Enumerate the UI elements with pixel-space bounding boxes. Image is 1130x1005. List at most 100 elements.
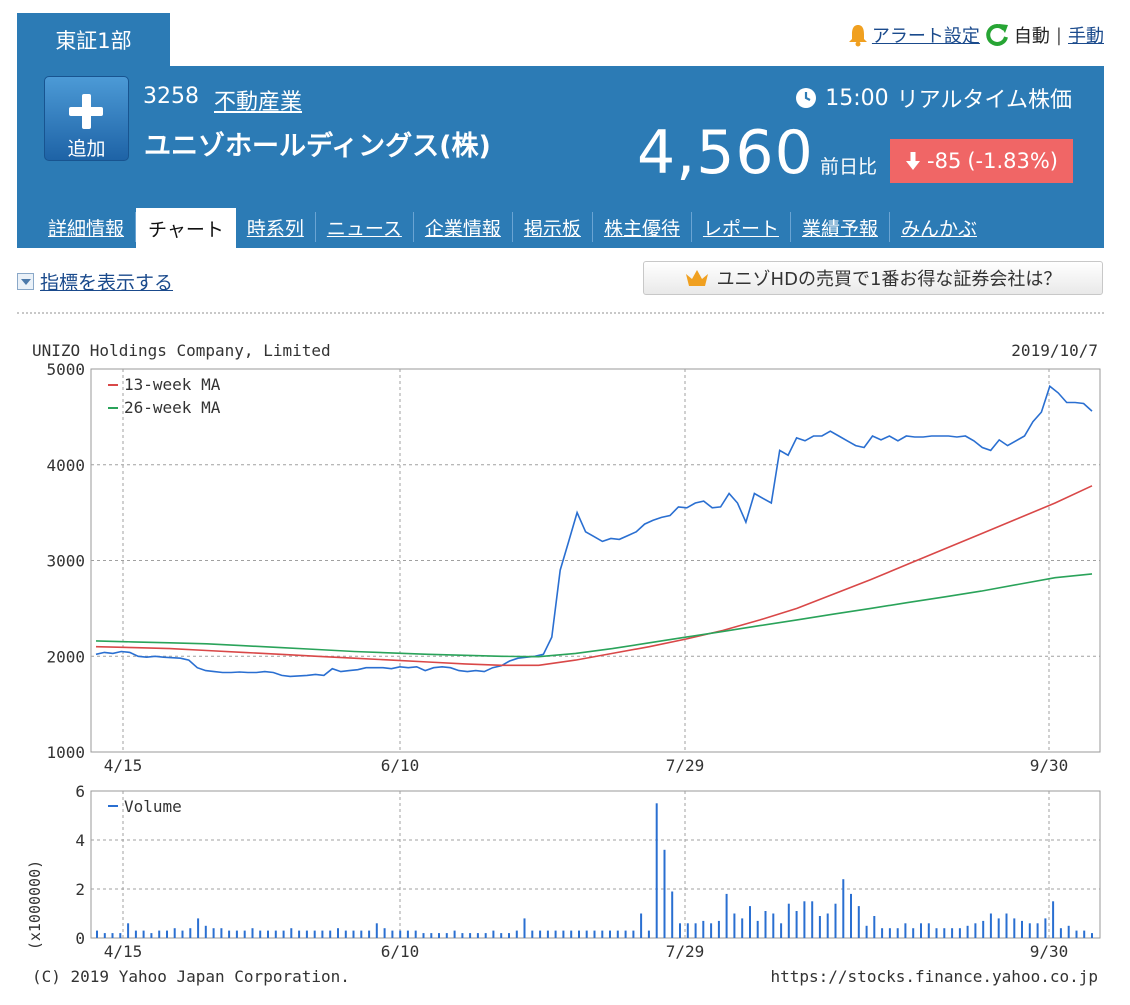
volume-bar [546,930,549,938]
show-indicators-toggle[interactable]: 指標を表示する [17,268,173,295]
volume-bar [531,930,534,938]
y-tick-label: 2000 [46,647,85,666]
tab-3[interactable]: ニュース [316,212,414,242]
volume-bar [484,933,487,938]
volume-bar [134,930,137,938]
volume-bar [492,930,495,938]
x-tick-label: 6/10 [381,756,420,775]
source-url[interactable]: https://stocks.finance.yahoo.co.jp [770,967,1098,986]
volume-bar [578,930,580,938]
volume-bar [461,933,464,938]
stock-price: 4,560 [637,118,814,188]
tab-7[interactable]: レポート [692,212,791,242]
volume-bar [710,923,713,938]
add-to-portfolio-button[interactable]: 追加 [44,76,129,161]
quote-time: 15:00 [825,85,889,111]
tab-4[interactable]: 企業情報 [414,212,513,242]
volume-bar [414,930,417,938]
volume-bar [469,933,472,938]
volume-bar [453,930,456,938]
separator: | [1055,24,1062,46]
tab-6[interactable]: 株主優待 [593,212,692,242]
volume-bar [267,930,269,938]
stock-header: 追加 3258 不動産業 ユニゾホールディングス(株) 15:00 リアルタイム… [17,66,1104,248]
clock-icon [796,88,817,108]
volume-bar [803,901,806,939]
legend-label: 13-week MA [124,375,221,394]
series-line-0 [95,384,1093,678]
volume-bar [235,930,238,938]
volume-bar [251,928,254,938]
volume-bar [298,930,301,938]
volume-chart-grid: 0 2 4 6 4/15 6/10 7/29 9/30 (x1000000) [26,782,1101,961]
y-tick-label: 4000 [46,456,85,475]
tab-2[interactable]: 時系列 [236,212,316,242]
volume-bar [96,930,98,938]
manual-refresh-link[interactable]: 手動 [1068,26,1104,47]
tab-1[interactable]: チャート [136,208,236,248]
volume-bar [811,901,814,939]
volume-bar [445,933,448,938]
refresh-icon[interactable] [984,22,1010,48]
volume-bar [888,928,891,938]
volume-bar [741,918,744,938]
y-tick-label: 6 [75,782,85,801]
prev-day-label: 前日比 [820,156,878,178]
volume-bar [243,930,246,938]
tab-9[interactable]: みんかぶ [900,217,977,240]
y-tick-label: 4 [75,831,85,850]
volume-bar [842,879,845,938]
volume-bar [756,920,759,938]
volume-bar [609,930,611,938]
volume-bar [305,930,308,938]
y-tick-label: 5000 [46,360,85,379]
volume-bar [1021,920,1023,938]
volume-bar [554,930,557,938]
tab-5[interactable]: 掲示板 [513,212,593,242]
volume-bar [1075,930,1078,938]
arrow-down-icon [906,152,920,170]
alert-settings-link[interactable]: アラート設定 [871,26,980,47]
volume-bar [406,930,409,938]
volume-bar [158,930,161,938]
volume-bar [663,849,666,938]
realtime-label: リアルタイム株価 [896,88,1072,113]
volume-bar [562,930,565,938]
y-tick-label: 3000 [46,552,85,571]
top-links: アラート設定 自動 | 手動 [848,21,1104,49]
best-broker-button[interactable]: ユニゾHDの売買で1番お得な証券会社は？ [643,261,1103,295]
volume-bar [1083,930,1086,938]
price-chart-legend: 13-week MA 26-week MA [108,375,221,417]
volume-bar [1091,933,1093,938]
sector-link[interactable]: 不動産業 [214,90,303,115]
volume-bar [624,930,627,938]
price-change-badge: -85 (-1.83%) [890,139,1073,183]
volume-bar [197,918,200,938]
x-tick-label: 4/15 [104,756,143,775]
volume-bar [321,930,324,938]
tab-0[interactable]: 詳細情報 [17,212,137,242]
volume-bar [834,903,837,938]
volume-bar [787,903,790,938]
price-change: -85 [927,149,962,173]
series-line-1 [95,485,1093,667]
volume-bar [601,930,604,938]
volume-bar [912,928,915,938]
volume-bar [865,925,868,939]
volume-bar [717,920,720,938]
volume-bar [694,923,697,938]
price-chart-lines [95,384,1093,678]
volume-bar [795,911,798,938]
series-line-2 [95,573,1093,658]
volume-bar [1059,928,1062,938]
divider [17,312,1104,314]
volume-bar [1028,923,1031,938]
volume-bar [515,930,518,938]
volume-bar [733,913,736,938]
volume-bar [259,930,262,938]
volume-bar [1005,913,1008,938]
volume-bar [500,933,503,938]
tab-8[interactable]: 業績予報 [791,212,890,242]
volume-bar [344,930,347,938]
volume-bar [127,923,130,938]
